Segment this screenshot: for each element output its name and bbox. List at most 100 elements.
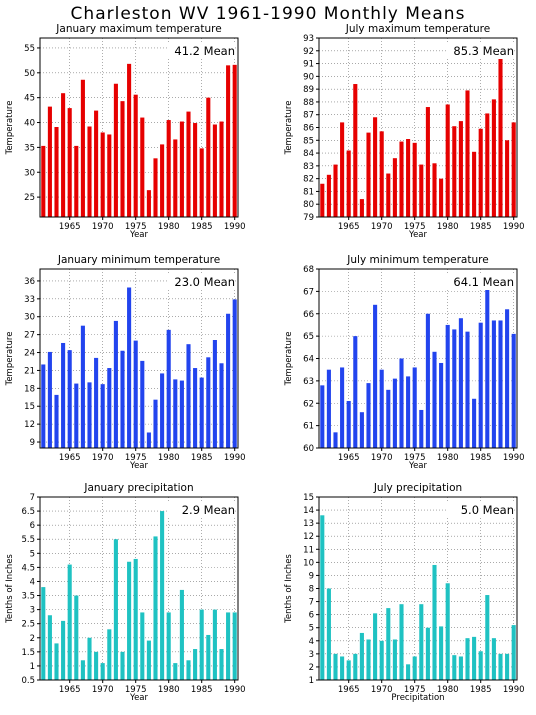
bar-1972 — [392, 378, 397, 448]
x-tick-label: 1965 — [338, 453, 360, 463]
x-axis-label: Year — [408, 461, 428, 471]
y-tick-label: 9 — [30, 438, 35, 448]
bar-1969 — [94, 651, 99, 680]
y-tick-label: 5 — [30, 549, 35, 559]
bar-1966 — [74, 145, 79, 217]
chart-panel-1: January maximum temperature 25 30 35 40 45 50 5… — [5, 23, 246, 240]
bar-1968 — [366, 383, 371, 448]
y-tick-label: 10 — [303, 558, 314, 568]
bar-1984 — [193, 123, 198, 217]
bar-1984 — [472, 151, 477, 217]
y-tick-label: 63 — [303, 377, 314, 387]
plot-frame — [39, 37, 239, 218]
bar-1972 — [113, 539, 118, 680]
chart-title: July minimum temperature — [346, 254, 488, 266]
y-tick-label: 45 — [24, 94, 35, 104]
bar-1977 — [146, 190, 151, 217]
y-tick-label: 2 — [309, 663, 314, 673]
bar-1971 — [107, 368, 112, 448]
bar-1968 — [87, 382, 92, 448]
y-axis-label: Temperature — [5, 101, 15, 156]
bar-1976 — [419, 164, 424, 217]
y-tick-label: 82 — [303, 175, 314, 185]
bar-1987 — [491, 638, 496, 680]
bar-1985 — [478, 322, 483, 448]
y-tick-label: 62 — [303, 399, 314, 409]
x-tick-label: 1965 — [59, 453, 81, 463]
x-axis-label: Precipitation — [391, 693, 444, 703]
y-tick-label: 67 — [303, 287, 314, 297]
x-tick-label: 1980 — [158, 453, 180, 463]
bar-1980 — [445, 583, 450, 680]
bar-1981 — [452, 329, 457, 448]
bar-1978 — [153, 399, 158, 448]
bar-1990 — [511, 122, 516, 217]
bar-1988 — [219, 649, 224, 680]
bar-1990 — [511, 625, 516, 680]
x-tick-label: 1970 — [92, 222, 114, 232]
bar-1982 — [179, 589, 184, 680]
bar-1982 — [179, 121, 184, 217]
bar-1963 — [333, 653, 338, 680]
bar-1964 — [61, 93, 66, 217]
bar-1964 — [340, 656, 345, 680]
y-tick-label: 1 — [30, 662, 35, 672]
chart-panel-6: July precipitation1234567891011121314151… — [284, 482, 525, 703]
y-axis-label: Temperature — [284, 101, 294, 156]
bar-1974 — [127, 287, 132, 448]
y-tick-label: 13 — [303, 519, 314, 529]
y-tick-label: 60 — [303, 444, 314, 454]
x-tick-label: 1975 — [404, 685, 426, 695]
bar-1990 — [511, 333, 516, 448]
y-tick-label: 4 — [309, 637, 314, 647]
bar-1970 — [379, 369, 384, 448]
y-tick-label: 27 — [24, 331, 35, 341]
x-tick-label: 1970 — [371, 222, 393, 232]
bar-1984 — [472, 636, 477, 680]
mean-label: 85.3 Mean — [453, 44, 514, 58]
y-tick-label: 2.5 — [21, 620, 35, 630]
bar-1984 — [193, 368, 198, 448]
bar-1986 — [485, 113, 490, 217]
bar-1961 — [320, 183, 325, 217]
y-tick-label: 15 — [303, 493, 314, 503]
x-tick-label: 1975 — [125, 453, 147, 463]
bar-1971 — [107, 629, 112, 680]
bar-1982 — [458, 121, 463, 217]
bar-1971 — [386, 173, 391, 217]
y-tick-label: 30 — [24, 313, 35, 323]
y-tick-label: 8 — [309, 585, 314, 595]
bar-1990 — [232, 612, 237, 680]
bar-1982 — [458, 656, 463, 680]
bar-1967 — [359, 199, 364, 217]
bar-1975 — [133, 94, 138, 217]
bar-1980 — [445, 324, 450, 448]
y-tick-label: 88 — [303, 98, 314, 108]
bar-1982 — [458, 318, 463, 448]
bar-1976 — [419, 409, 424, 448]
y-tick-label: 80 — [303, 200, 314, 210]
bar-1988 — [219, 363, 224, 448]
bar-1983 — [186, 111, 191, 217]
mean-label-bg — [168, 502, 235, 518]
bar-1972 — [392, 158, 397, 217]
bar-1985 — [478, 651, 483, 680]
chart-panel-4: July minimum temperature 60 61 62 63 64 65 66 67… — [284, 254, 525, 471]
bar-1983 — [186, 660, 191, 680]
bar-1988 — [219, 121, 224, 217]
bar-1976 — [140, 360, 145, 448]
x-tick-label: 1985 — [191, 453, 213, 463]
x-tick-label: 1980 — [158, 685, 180, 695]
y-tick-label: 84 — [303, 149, 314, 159]
x-tick-label: 1975 — [404, 453, 426, 463]
bar-1970 — [100, 132, 105, 217]
bar-1968 — [366, 132, 371, 217]
y-tick-label: 55 — [24, 44, 35, 54]
y-tick-label: 5 — [309, 624, 314, 634]
x-tick-label: 1970 — [92, 685, 114, 695]
bar-1961 — [320, 515, 325, 680]
y-tick-label: 6.5 — [21, 507, 35, 517]
bar-1967 — [359, 632, 364, 680]
x-tick-label: 1975 — [404, 222, 426, 232]
bar-1984 — [193, 649, 198, 680]
